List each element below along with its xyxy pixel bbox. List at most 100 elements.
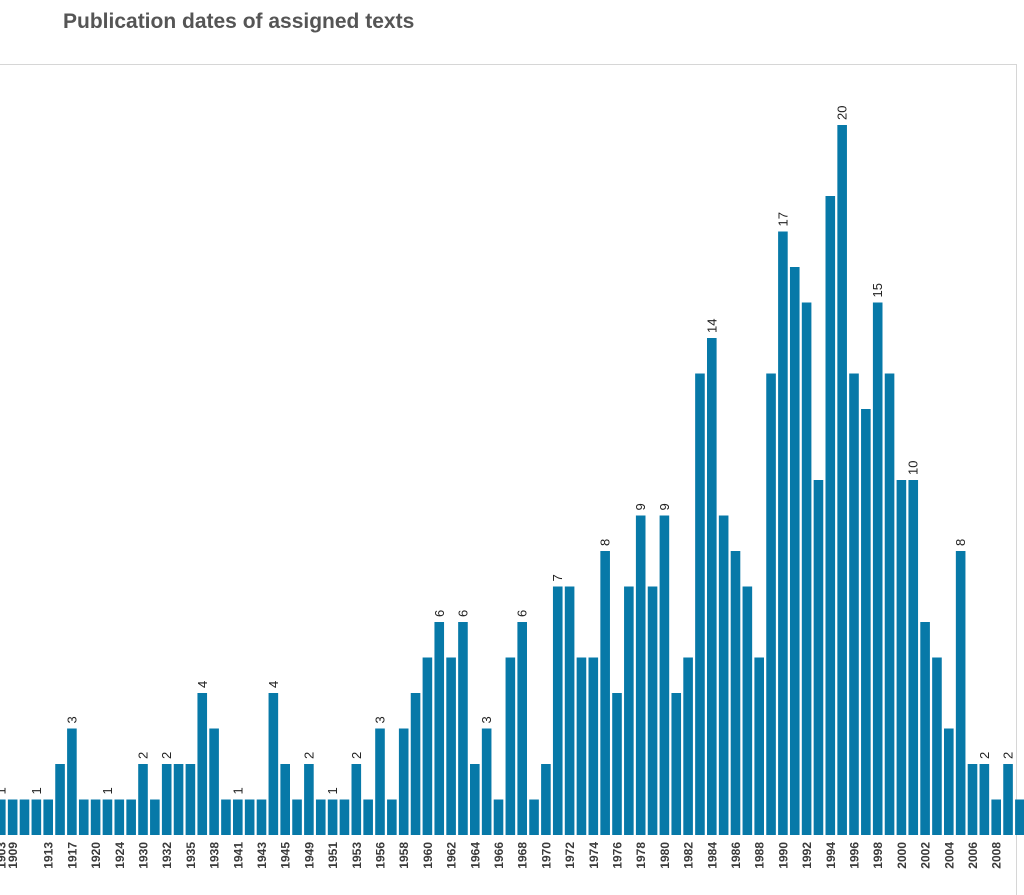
data-label-1990: 17 [775, 212, 790, 226]
bar-1964 [470, 764, 480, 835]
bar-1992 [801, 302, 812, 835]
data-label-1941: 1 [230, 787, 245, 794]
bar-1943 [256, 799, 267, 835]
data-label-2009: 2 [1001, 752, 1016, 759]
bar-1995 [837, 125, 847, 835]
x-tick-label-1994: 1994 [824, 842, 838, 869]
x-tick-label-2008: 2008 [990, 842, 1004, 869]
bar-1910 [19, 799, 30, 835]
x-tick-label-1949: 1949 [302, 842, 316, 869]
x-tick-label-1956: 1956 [374, 842, 388, 869]
bar-2001 [908, 480, 919, 835]
data-label-1911: 1 [29, 787, 44, 794]
chart-title: Publication dates of assigned texts [63, 10, 415, 33]
x-tick-label-1958: 1958 [397, 842, 411, 869]
data-label-1951: 1 [325, 787, 340, 794]
data-label-1922: 1 [100, 787, 115, 794]
x-tick-label-2000: 2000 [895, 842, 909, 869]
bar-1994 [825, 196, 836, 835]
bar-1915 [55, 764, 65, 835]
bar-1980 [659, 515, 670, 835]
x-tick-label-1976: 1976 [611, 842, 625, 869]
bar-1924 [114, 799, 125, 835]
bar-1978 [635, 515, 646, 835]
x-tick-label-1972: 1972 [563, 842, 577, 869]
bar-1938 [209, 728, 219, 835]
bar-1961 [434, 622, 445, 835]
data-label-1984: 14 [704, 319, 719, 333]
bar-1989 [766, 373, 776, 835]
data-label-1936: 4 [195, 681, 210, 688]
plot-frame [0, 64, 1017, 895]
bar-1940 [221, 799, 231, 835]
bar-2004 [944, 728, 954, 835]
bar-1946 [292, 799, 302, 835]
bar-1919 [78, 799, 89, 835]
bar-1979 [647, 586, 658, 835]
bar-1968 [517, 622, 527, 835]
x-tick-label-1913: 1913 [42, 842, 56, 869]
x-tick-label-1966: 1966 [492, 842, 506, 869]
data-label-1917: 3 [64, 716, 79, 723]
x-tick-label-1945: 1945 [279, 842, 293, 869]
data-label-1953: 2 [349, 752, 364, 759]
bar-1976 [612, 693, 622, 835]
data-labels-group: 1131224142123663678991417201510822 [0, 106, 1016, 795]
x-tick-label-2004: 2004 [942, 842, 956, 869]
x-tick-label-1974: 1974 [587, 842, 601, 869]
bar-1944 [268, 693, 279, 835]
x-tick-label-1964: 1964 [468, 842, 482, 869]
data-label-1978: 9 [633, 503, 648, 510]
bar-1966 [493, 799, 504, 835]
x-tick-label-1917: 1917 [65, 842, 79, 869]
bar-2010 [1015, 799, 1024, 835]
bar-2003 [932, 657, 942, 835]
bar-1931 [150, 799, 160, 835]
bar-1982 [683, 657, 693, 835]
bar-2000 [896, 480, 907, 835]
bar-1987 [742, 586, 753, 835]
data-label-1968: 6 [515, 610, 530, 617]
x-tick-label-1982: 1982 [682, 842, 696, 869]
x-tick-label-1903: 1903 [0, 842, 8, 869]
data-label-1930: 2 [136, 752, 151, 759]
x-tick-label-1978: 1978 [634, 842, 648, 869]
x-tick-label-1990: 1990 [776, 842, 790, 869]
bar-1920 [90, 799, 101, 835]
bar-1985 [718, 515, 729, 835]
data-label-2007: 2 [977, 752, 992, 759]
bar-1988 [754, 657, 764, 835]
bar-2002 [920, 622, 930, 835]
x-tick-label-1924: 1924 [113, 842, 127, 869]
x-tick-label-1962: 1962 [445, 842, 459, 869]
bar-2008 [991, 799, 1001, 835]
bar-1984 [707, 338, 717, 835]
data-label-1975: 8 [598, 539, 613, 546]
bar-1960 [422, 657, 433, 835]
bar-1945 [280, 764, 290, 835]
bar-1942 [244, 799, 255, 835]
x-tick-label-1980: 1980 [658, 842, 672, 869]
x-tick-label-1998: 1998 [871, 842, 885, 869]
x-tick-label-1935: 1935 [184, 842, 198, 869]
x-tick-label-1988: 1988 [753, 842, 767, 869]
bar-1990 [778, 231, 788, 835]
bar-1957 [387, 799, 397, 835]
bar-1962 [446, 657, 456, 835]
x-tick-label-1909: 1909 [6, 842, 20, 869]
bar-1993 [813, 480, 824, 835]
bar-1909 [7, 799, 18, 835]
bar-1955 [363, 799, 373, 835]
bar-1973 [576, 657, 587, 835]
bar-1959 [410, 693, 421, 835]
bar-1927 [126, 799, 136, 835]
x-tick-label-1920: 1920 [89, 842, 103, 869]
bar-1972 [564, 586, 575, 835]
data-label-1956: 3 [373, 716, 388, 723]
data-label-1971: 7 [550, 574, 565, 581]
x-tick-label-1968: 1968 [516, 842, 530, 869]
x-tick-label-2006: 2006 [966, 842, 980, 869]
bar-1903 [0, 799, 6, 835]
data-label-1949: 2 [301, 752, 316, 759]
